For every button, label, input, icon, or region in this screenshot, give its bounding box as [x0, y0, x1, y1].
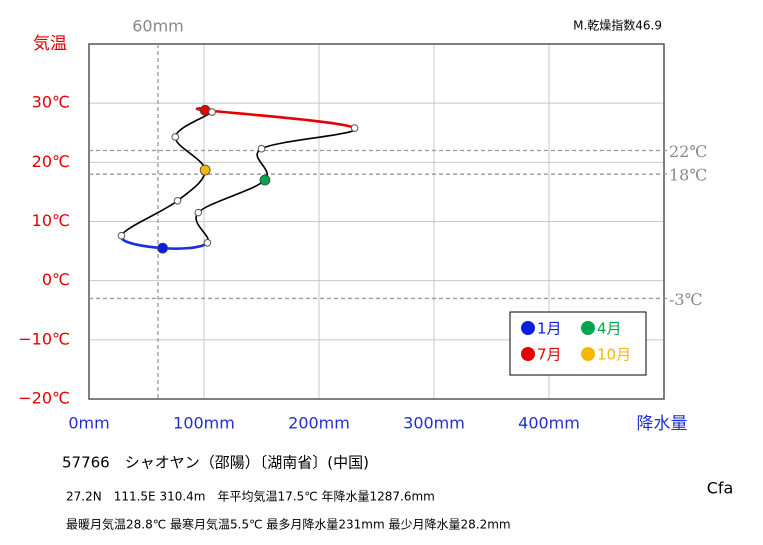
month-point: [171, 133, 180, 141]
month-point: [199, 164, 211, 176]
info-line: 最暖月気温28.8℃ 最寒月気温5.5℃ 最多月降水量231mm 最少月降水量2…: [66, 517, 511, 532]
reference-label: 22℃: [669, 142, 707, 161]
climate-line: [120, 235, 163, 250]
month-point: [350, 124, 359, 132]
legend-label: 4月: [597, 320, 622, 338]
y-tick-label: 30℃: [32, 93, 70, 112]
y-axis-label: 気温: [33, 34, 67, 54]
climate-line: [261, 127, 356, 150]
legend-label: 7月: [537, 346, 562, 364]
month-point: [194, 208, 203, 217]
month-point: [117, 231, 126, 240]
y-tick-label: 20℃: [32, 152, 70, 171]
month-point: [203, 239, 212, 247]
y-tick-label: 10℃: [32, 211, 70, 230]
x-tick-label: 400mm: [518, 414, 580, 433]
y-tick-label: −20℃: [18, 389, 70, 408]
legend-box: [509, 311, 647, 376]
info-line: 27.2N 111.5E 310.4m 年平均気温17.5℃ 年降水量1287.…: [66, 489, 435, 504]
climate-line: [174, 136, 206, 171]
climate-line: [162, 241, 209, 250]
x-tick-label: 300mm: [403, 414, 465, 433]
legend-label: 10月: [597, 346, 631, 364]
plot-frame: [88, 43, 665, 400]
month-point: [208, 108, 216, 116]
legend-marker: [581, 347, 595, 361]
x-tick-label: 100mm: [173, 414, 235, 433]
month-point: [259, 174, 271, 186]
dryness-index: M.乾燥指数46.9: [573, 18, 662, 33]
reference-label: 60mm: [132, 17, 184, 36]
legend-marker: [521, 321, 535, 335]
reference-label: 18℃: [669, 166, 707, 185]
month-point: [173, 196, 182, 205]
climate-line: [197, 179, 266, 214]
climate-line: [120, 200, 179, 237]
climate-class: Cfa: [707, 479, 734, 498]
month-point: [257, 144, 266, 153]
station: 57766 シャオヤン（邵陽）〔湖南省〕(中国): [62, 454, 369, 472]
legend-label: 1月: [537, 320, 562, 338]
y-tick-label: 0℃: [42, 270, 70, 289]
month-point: [199, 104, 211, 116]
month-point: [157, 242, 169, 254]
x-axis-label: 降水量: [637, 414, 688, 434]
legend-marker: [521, 347, 535, 361]
reference-label: -3℃: [669, 290, 702, 309]
legend-marker: [581, 321, 595, 335]
x-tick-label: 0mm: [68, 414, 109, 433]
x-tick-label: 200mm: [288, 414, 350, 433]
climate-line: [205, 108, 356, 130]
climate-line: [195, 212, 210, 244]
climate-line: [174, 111, 213, 138]
y-tick-label: −10℃: [18, 329, 70, 348]
